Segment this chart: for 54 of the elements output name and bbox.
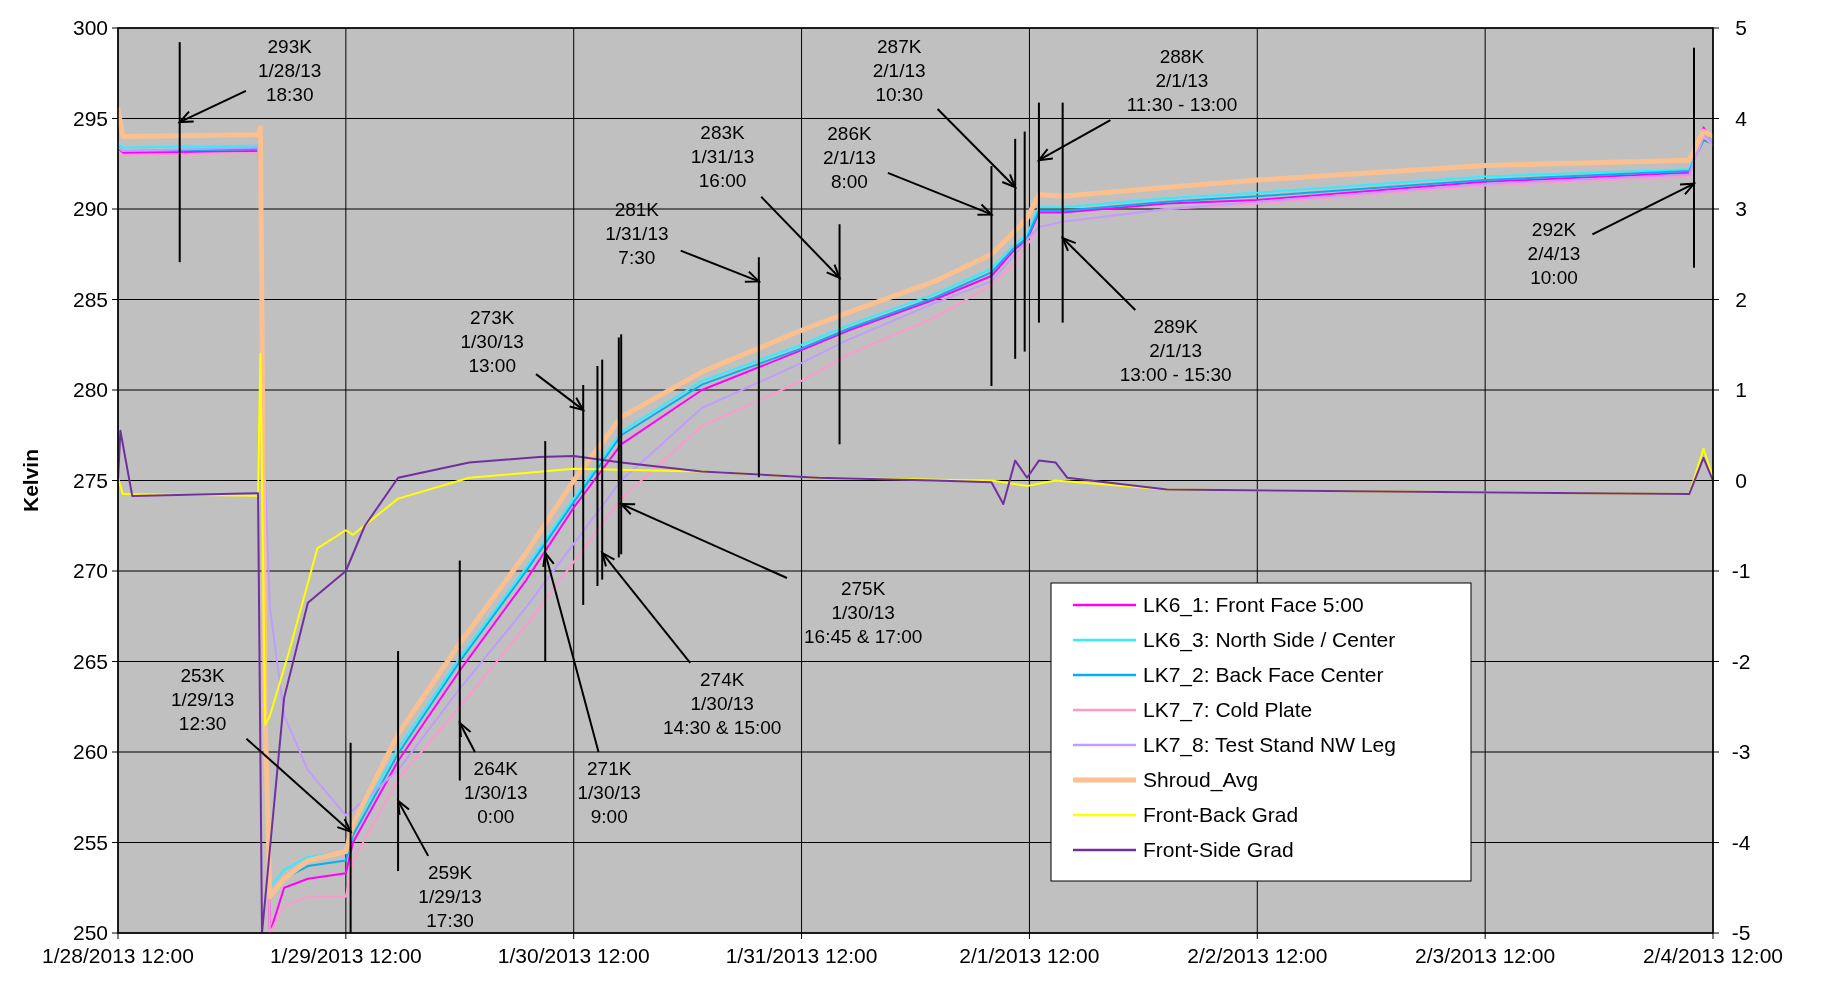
- y-tick-label: 280: [72, 378, 108, 402]
- annotation: 289K 2/1/13 13:00 - 15:30: [1119, 315, 1232, 385]
- y2-tick-label: 3: [1735, 197, 1747, 221]
- annotation: 273K 1/30/13 13:00: [460, 306, 524, 376]
- legend-label: Shroud_Avg: [1143, 768, 1259, 793]
- y-tick-label: 275: [72, 468, 108, 492]
- y2-tick-label: -5: [1731, 921, 1751, 945]
- legend-label: LK7_7: Cold Plate: [1143, 698, 1313, 723]
- y-tick-label: 260: [72, 740, 108, 764]
- x-tick-label: 1/31/2013 12:00: [725, 944, 878, 967]
- annotation: 293K 1/28/13 18:30: [258, 35, 322, 105]
- y2-tick-label: 2: [1735, 287, 1747, 311]
- y2-tick-label: -4: [1731, 830, 1751, 854]
- y2-tick-label: -1: [1731, 559, 1751, 583]
- x-tick-label: 2/3/2013 12:00: [1415, 944, 1556, 967]
- y-tick-label: 300: [72, 16, 108, 40]
- x-tick-label: 1/30/2013 12:00: [497, 944, 650, 967]
- y-tick-label: 290: [72, 197, 108, 221]
- annotation: 275K 1/30/13 16:45 & 17:00: [804, 577, 923, 647]
- annotation: 274K 1/30/13 14:30 & 15:00: [663, 668, 782, 738]
- y2-tick-label: -3: [1731, 740, 1751, 764]
- annotation: 283K 1/31/13 16:00: [690, 122, 755, 192]
- y2-tick-label: 5: [1735, 16, 1747, 40]
- annotation: 287K 2/1/13 10:30: [872, 35, 926, 105]
- legend-label: LK6_1: Front Face 5:00: [1143, 593, 1364, 618]
- y2-tick-label: 4: [1735, 106, 1748, 130]
- annotation: 281K 1/31/13 7:30: [605, 199, 669, 269]
- y2-tick-label: 1: [1735, 378, 1747, 402]
- y-tick-label: 270: [72, 559, 108, 583]
- legend-label: Front-Side Grad: [1143, 838, 1294, 862]
- y-tick-label: 255: [72, 830, 108, 854]
- annotation: 286K 2/1/13 8:00: [823, 123, 876, 193]
- annotation: 271K 1/30/13 9:00: [577, 757, 641, 827]
- y-tick-label: 250: [72, 921, 108, 945]
- y-tick-label: 265: [72, 649, 108, 673]
- y-axis-title: Kelvin: [19, 448, 42, 513]
- legend-label: LK6_3: North Side / Center: [1143, 628, 1396, 653]
- y2-tick-label: -2: [1731, 649, 1751, 673]
- y-tick-label: 295: [72, 106, 108, 130]
- legend-label: Front-Back Grad: [1143, 803, 1299, 827]
- y2-tick-label: 0: [1735, 468, 1747, 492]
- annotation: 253K 1/29/13 12:30: [170, 665, 235, 735]
- legend-label: LK7_8: Test Stand NW Leg: [1143, 733, 1396, 758]
- annotation: 264K 1/30/13 0:00: [464, 757, 528, 827]
- x-tick-label: 2/4/2013 12:00: [1642, 944, 1784, 967]
- y-tick-label: 285: [72, 287, 108, 311]
- x-tick-label: 1/28/2013 12:00: [42, 944, 194, 967]
- legend-label: LK7_2: Back Face Center: [1143, 663, 1384, 688]
- x-tick-label: 2/1/2013 12:00: [959, 944, 1100, 967]
- annotation: 292K 2/4/13 10:00: [1527, 219, 1581, 289]
- x-tick-label: 1/29/2013 12:00: [269, 944, 422, 967]
- annotation: 288K 2/1/13 11:30 - 13:00: [1126, 45, 1238, 115]
- x-tick-label: 2/2/2013 12:00: [1187, 944, 1328, 967]
- annotation: 259K 1/29/13 17:30: [418, 861, 482, 931]
